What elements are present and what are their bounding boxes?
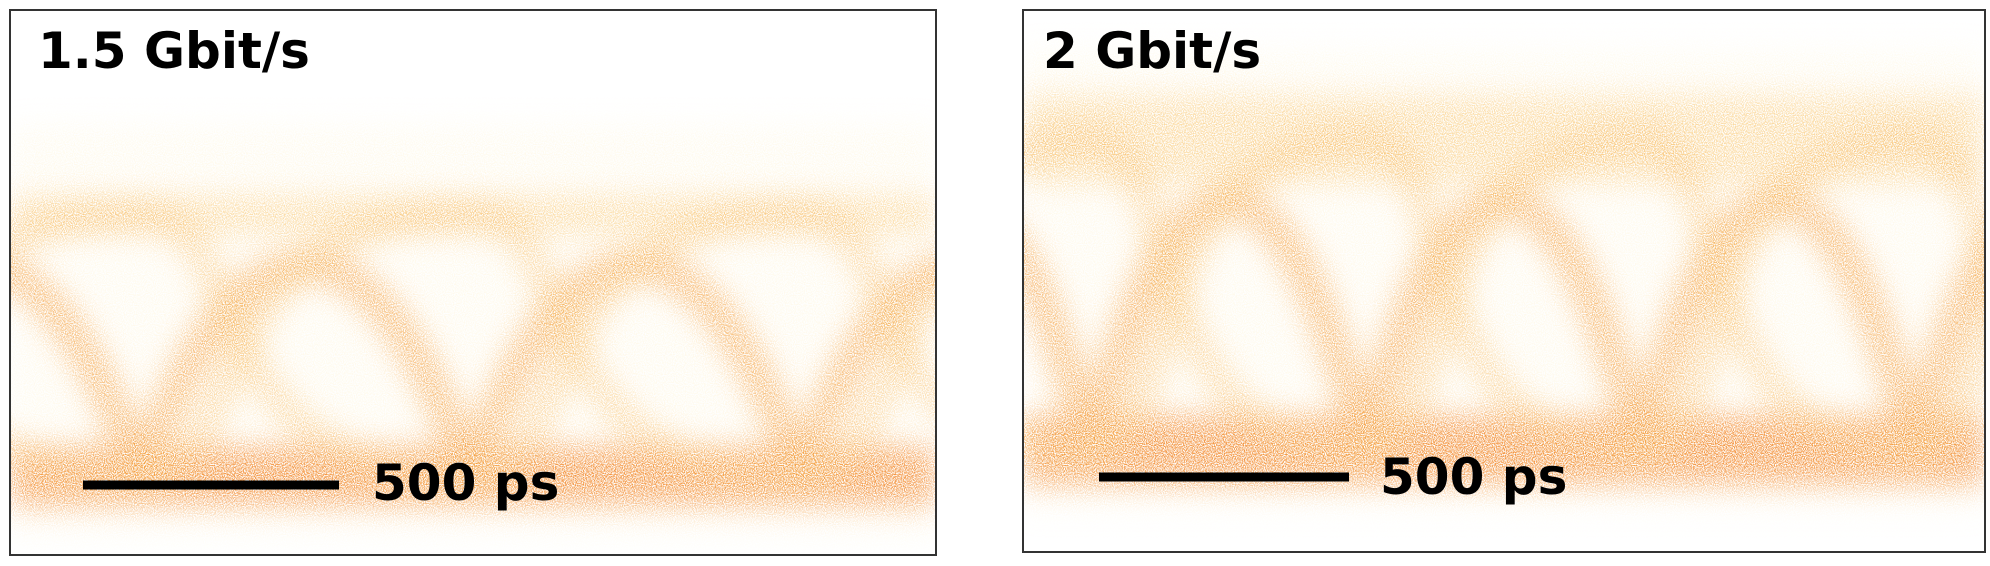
eye-trace bbox=[798, 200, 936, 420]
eye-trace bbox=[1363, 125, 1641, 465]
eye-pattern bbox=[1023, 50, 1985, 510]
panel-frame bbox=[1022, 9, 1986, 553]
eye-trace bbox=[783, 253, 936, 482]
eye-trace bbox=[10, 200, 141, 259]
scale-label: 500 ps bbox=[372, 454, 559, 512]
panel-frame bbox=[9, 9, 937, 556]
panel-title: 2 Gbit/s bbox=[1043, 22, 1261, 80]
eye-trace bbox=[1088, 125, 1366, 465]
eye-trace bbox=[138, 200, 471, 491]
eye-trace bbox=[1913, 295, 1985, 465]
eye-trace bbox=[10, 255, 157, 482]
panel-title: 1.5 Gbit/s bbox=[38, 22, 310, 80]
eye-trace bbox=[1023, 231, 1107, 455]
eye-pattern bbox=[10, 125, 936, 536]
scale-label: 500 ps bbox=[1380, 448, 1567, 506]
eye-trace bbox=[1638, 125, 1916, 465]
eye-trace bbox=[1898, 228, 1985, 455]
eye-trace bbox=[1913, 125, 1985, 295]
eye-trace bbox=[468, 200, 801, 491]
eye-trace bbox=[10, 432, 141, 491]
